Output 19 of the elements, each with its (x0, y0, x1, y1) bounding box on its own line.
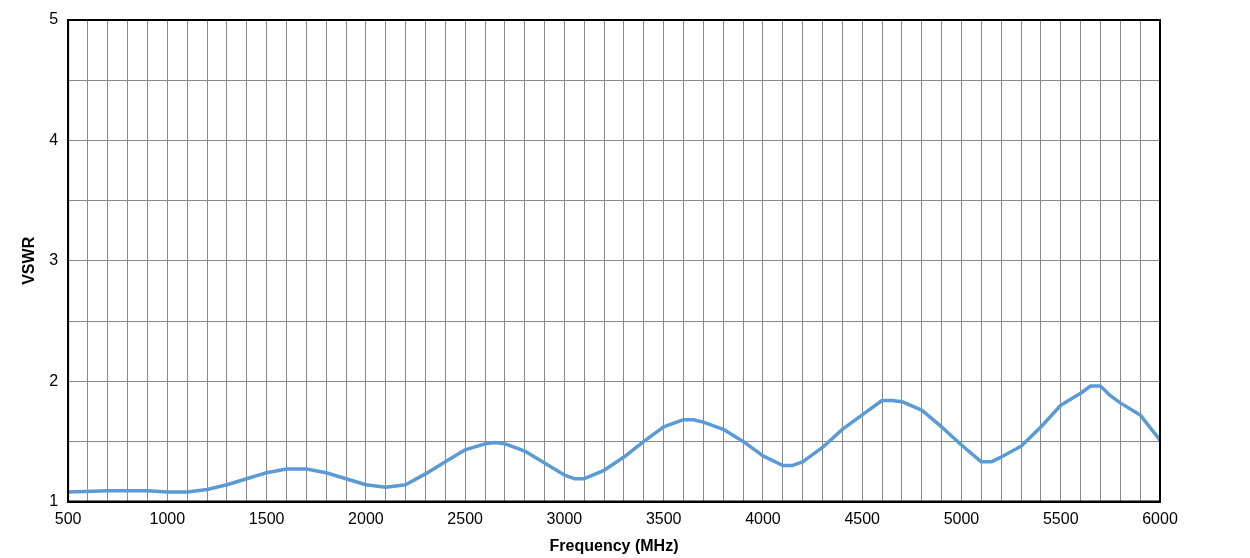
x-tick-label: 500 (54, 509, 82, 527)
x-tick-label: 5500 (1042, 509, 1079, 527)
x-tick-label: 1500 (248, 509, 285, 527)
x-tick-label: 5000 (943, 509, 980, 527)
x-tick-label: 6000 (1142, 509, 1178, 527)
x-tick-label: 3000 (546, 509, 583, 527)
x-tick-label: 2000 (348, 509, 384, 527)
x-tick-label: 4000 (745, 509, 781, 527)
x-tick-label: 3500 (645, 509, 682, 527)
x-axis-title: Frequency (MHz) (549, 536, 679, 554)
y-tick-label: 4 (49, 130, 59, 148)
x-tick-label: 2500 (447, 509, 484, 527)
y-tick-label: 2 (49, 371, 59, 389)
x-tick-label: 1000 (149, 509, 186, 527)
y-tick-label: 5 (49, 10, 59, 28)
x-tick-label: 4500 (844, 509, 881, 527)
y-tick-label: 1 (49, 492, 59, 510)
y-axis-title: VSWR (20, 236, 38, 285)
y-tick-label: 3 (49, 251, 59, 269)
